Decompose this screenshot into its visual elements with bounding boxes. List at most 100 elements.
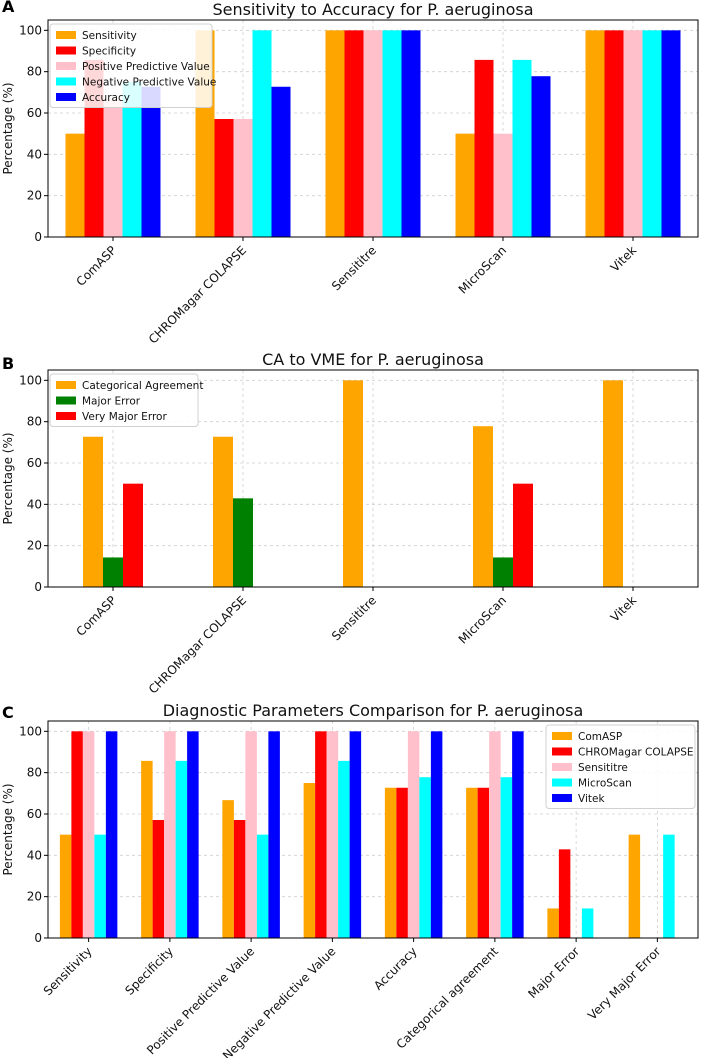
panel-a-legend: Sensitivity Specificity Positive Predictiv… xyxy=(49,23,216,108)
panel-a-legend-swatch xyxy=(56,77,76,86)
panel-a-legend-label: Positive Predictive Value xyxy=(82,61,210,73)
panel-c-title: Diagnostic Parameters Comparison for P. … xyxy=(163,701,584,720)
panel-c-bar-comasp-2 xyxy=(222,800,234,938)
panel-b-bar-major-error-0 xyxy=(103,557,123,587)
panel-a-chart: 0 20 40 60 80 100 ComASP CHROMagar COLAPSE Sensi… xyxy=(1,0,699,346)
panel-a-legend-label: Sensitivity xyxy=(82,30,137,42)
panel-b-bar-very-major-error-3 xyxy=(513,483,533,587)
panel-b-legend-swatch xyxy=(56,381,76,389)
panel-c-bar-vitek-2 xyxy=(268,731,280,938)
panel-b-ytick-label: 20 xyxy=(27,539,42,553)
panel-a-legend-label: Specificity xyxy=(82,46,136,58)
panel-a-bar-accuracy-0 xyxy=(141,86,161,238)
panel-c-bar-microscan-0 xyxy=(94,834,106,938)
panel-b-bar-categorical-agreement-0 xyxy=(83,436,103,587)
panel-a-ytick-label: 100 xyxy=(19,23,42,37)
panel-a-bar-specificity-4 xyxy=(604,30,624,238)
panel-c-bar-microscan-7 xyxy=(663,834,675,938)
panel-b-ytick-label: 0 xyxy=(34,580,42,594)
panel-b-bar-categorical-agreement-3 xyxy=(473,426,493,587)
panel-b-legend-label: Categorical Agreement xyxy=(82,380,203,392)
panel-b-label: B xyxy=(2,354,14,373)
panel-a-bar-sensitivity-0 xyxy=(65,133,85,237)
panel-c-xtick-label: Very Major Error xyxy=(585,944,663,1022)
panel-c-bar-comasp-0 xyxy=(59,834,72,938)
panel-c-bar-comasp-6 xyxy=(547,908,559,938)
panel-b-legend-swatch xyxy=(56,412,76,420)
panel-a-xtick-label: MicroScan xyxy=(456,243,509,296)
panel-a-legend-box xyxy=(49,23,213,108)
panel-a-bar-accuracy-2 xyxy=(401,30,421,238)
panel-b-bar-major-error-3 xyxy=(493,557,513,587)
panel-c-xtick-label: Accuracy xyxy=(371,944,420,993)
panel-c-ytick-label: 0 xyxy=(34,931,42,945)
panel-c-legend-label: ComASP xyxy=(578,731,622,743)
panel-a-ytick-label: 40 xyxy=(27,147,42,161)
panel-c-legend-swatch xyxy=(552,732,572,740)
panel-a-ytick-label: 20 xyxy=(27,189,42,203)
panel-c-ytick-label: 60 xyxy=(27,807,42,821)
panel-a-bar-positive-predictive-value-4 xyxy=(623,30,643,238)
panel-b-xtick-label: MicroScan xyxy=(456,593,509,646)
panel-c-label: C xyxy=(2,703,14,722)
panel-a-legend-swatch xyxy=(56,46,76,55)
panel-c-bar-comasp-7 xyxy=(628,834,641,938)
panel-c-bar-chromagar-colapse-2 xyxy=(233,819,246,938)
panel-c-ylabel: Percentage (%) xyxy=(1,783,15,875)
panel-a-legend-label: Negative Predictive Value xyxy=(82,77,216,89)
panel-c-bar-microscan-2 xyxy=(256,834,269,938)
panel-b-bar-very-major-error-0 xyxy=(123,483,143,587)
panel-b-legend-swatch xyxy=(56,396,76,405)
panel-a-bar-negative-predictive-value-0 xyxy=(122,82,142,237)
panel-c-legend-box xyxy=(545,724,696,809)
panel-b-ytick-label: 60 xyxy=(27,456,42,470)
panel-c-bar-vitek-4 xyxy=(430,731,443,938)
panel-c-axes-frame xyxy=(47,720,699,939)
panel-a-ylabel: Percentage (%) xyxy=(1,82,15,174)
panel-c-legend-swatch xyxy=(552,794,572,802)
panel-a-bar-specificity-3 xyxy=(474,59,494,238)
panel-a-bar-positive-predictive-value-0 xyxy=(103,99,123,237)
panel-a-legend-label: Accuracy xyxy=(82,92,130,104)
panel-c-ytick-label: 80 xyxy=(27,766,42,780)
panel-c-bar-chromagar-colapse-5 xyxy=(477,787,490,938)
panel-b-bar-major-error-1 xyxy=(233,498,253,587)
panel-c-bar-chromagar-colapse-4 xyxy=(396,787,408,938)
panel-a-xtick-label: Vitek xyxy=(608,243,639,274)
panel-a-bar-sensitivity-2 xyxy=(325,30,345,238)
panel-b-legend-box xyxy=(49,373,199,427)
panel-c-bar-sensititre-2 xyxy=(245,731,257,938)
panel-b-legend-label: Very Major Error xyxy=(82,411,167,423)
panel-c-ytick-label: 100 xyxy=(19,724,42,738)
panel-a-bar-accuracy-1 xyxy=(271,86,291,238)
panel-a-label: A xyxy=(2,0,15,16)
panel-a-xtick-label: CHROMagar COLAPSE xyxy=(146,243,249,346)
panel-a-legend-swatch xyxy=(56,93,76,101)
panel-b-ylabel: Percentage (%) xyxy=(1,432,15,524)
panel-c-legend-swatch xyxy=(552,778,572,787)
panel-c-bar-vitek-5 xyxy=(512,731,524,938)
panel-c-xtick-label: Sensitivity xyxy=(41,944,95,998)
panel-c-ytick-label: 20 xyxy=(27,890,42,904)
panel-c-bar-comasp-4 xyxy=(384,787,397,938)
panel-c-legend-label: Vitek xyxy=(578,793,605,805)
panel-c-bar-comasp-3 xyxy=(303,783,316,938)
panel-c-bar-vitek-0 xyxy=(105,731,118,938)
panel-a-bar-specificity-2 xyxy=(344,30,364,238)
panel-c-bar-sensititre-5 xyxy=(489,731,501,938)
panel-c-bar-comasp-1 xyxy=(141,760,153,938)
panel-b-xtick-label: Sensititre xyxy=(329,593,379,643)
panel-a-bar-specificity-1 xyxy=(214,118,234,237)
panel-b-ytick-label: 100 xyxy=(19,373,42,387)
panel-c-legend: ComASP CHROMagar COLAPSE Sensititre MicroSc… xyxy=(545,724,696,809)
panel-a-bar-positive-predictive-value-1 xyxy=(233,118,253,237)
panel-b-bar-categorical-agreement-1 xyxy=(213,436,233,587)
panel-a-legend-swatch xyxy=(56,62,76,70)
panel-a-bar-sensitivity-3 xyxy=(455,133,475,237)
panel-a-bar-sensitivity-4 xyxy=(585,30,605,238)
panel-c-bar-chromagar-colapse-6 xyxy=(558,849,571,938)
panel-b-title: CA to VME for P. aeruginosa xyxy=(262,350,484,369)
panel-c-bar-vitek-3 xyxy=(349,731,362,938)
panel-c-bar-microscan-5 xyxy=(500,777,513,938)
